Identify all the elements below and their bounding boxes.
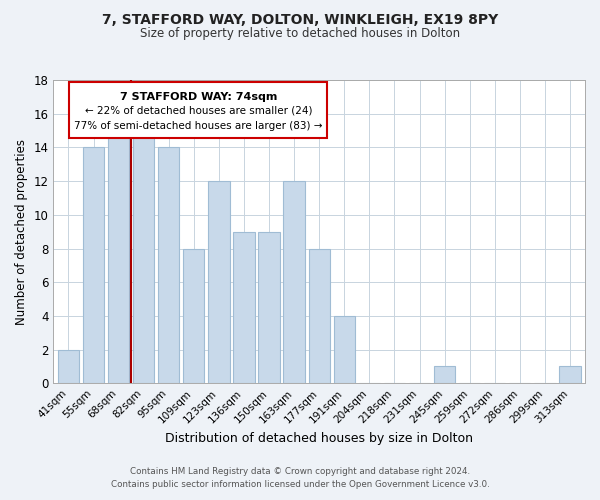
- Bar: [259, 232, 280, 384]
- Bar: [283, 181, 305, 384]
- Bar: [158, 148, 179, 384]
- Y-axis label: Number of detached properties: Number of detached properties: [15, 138, 28, 324]
- Text: 7, STAFFORD WAY, DOLTON, WINKLEIGH, EX19 8PY: 7, STAFFORD WAY, DOLTON, WINKLEIGH, EX19…: [102, 12, 498, 26]
- Text: 77% of semi-detached houses are larger (83) →: 77% of semi-detached houses are larger (…: [74, 121, 323, 131]
- Bar: [434, 366, 455, 384]
- Bar: [133, 130, 154, 384]
- Bar: [233, 232, 254, 384]
- Bar: [208, 181, 230, 384]
- Bar: [58, 350, 79, 384]
- Bar: [83, 148, 104, 384]
- FancyBboxPatch shape: [70, 82, 327, 138]
- Bar: [183, 248, 205, 384]
- Text: ← 22% of detached houses are smaller (24): ← 22% of detached houses are smaller (24…: [85, 106, 312, 116]
- Bar: [559, 366, 581, 384]
- X-axis label: Distribution of detached houses by size in Dolton: Distribution of detached houses by size …: [165, 432, 473, 445]
- Bar: [334, 316, 355, 384]
- Bar: [108, 130, 129, 384]
- Text: 7 STAFFORD WAY: 74sqm: 7 STAFFORD WAY: 74sqm: [119, 92, 277, 102]
- Text: Contains HM Land Registry data © Crown copyright and database right 2024.
Contai: Contains HM Land Registry data © Crown c…: [110, 468, 490, 489]
- Bar: [308, 248, 330, 384]
- Text: Size of property relative to detached houses in Dolton: Size of property relative to detached ho…: [140, 28, 460, 40]
